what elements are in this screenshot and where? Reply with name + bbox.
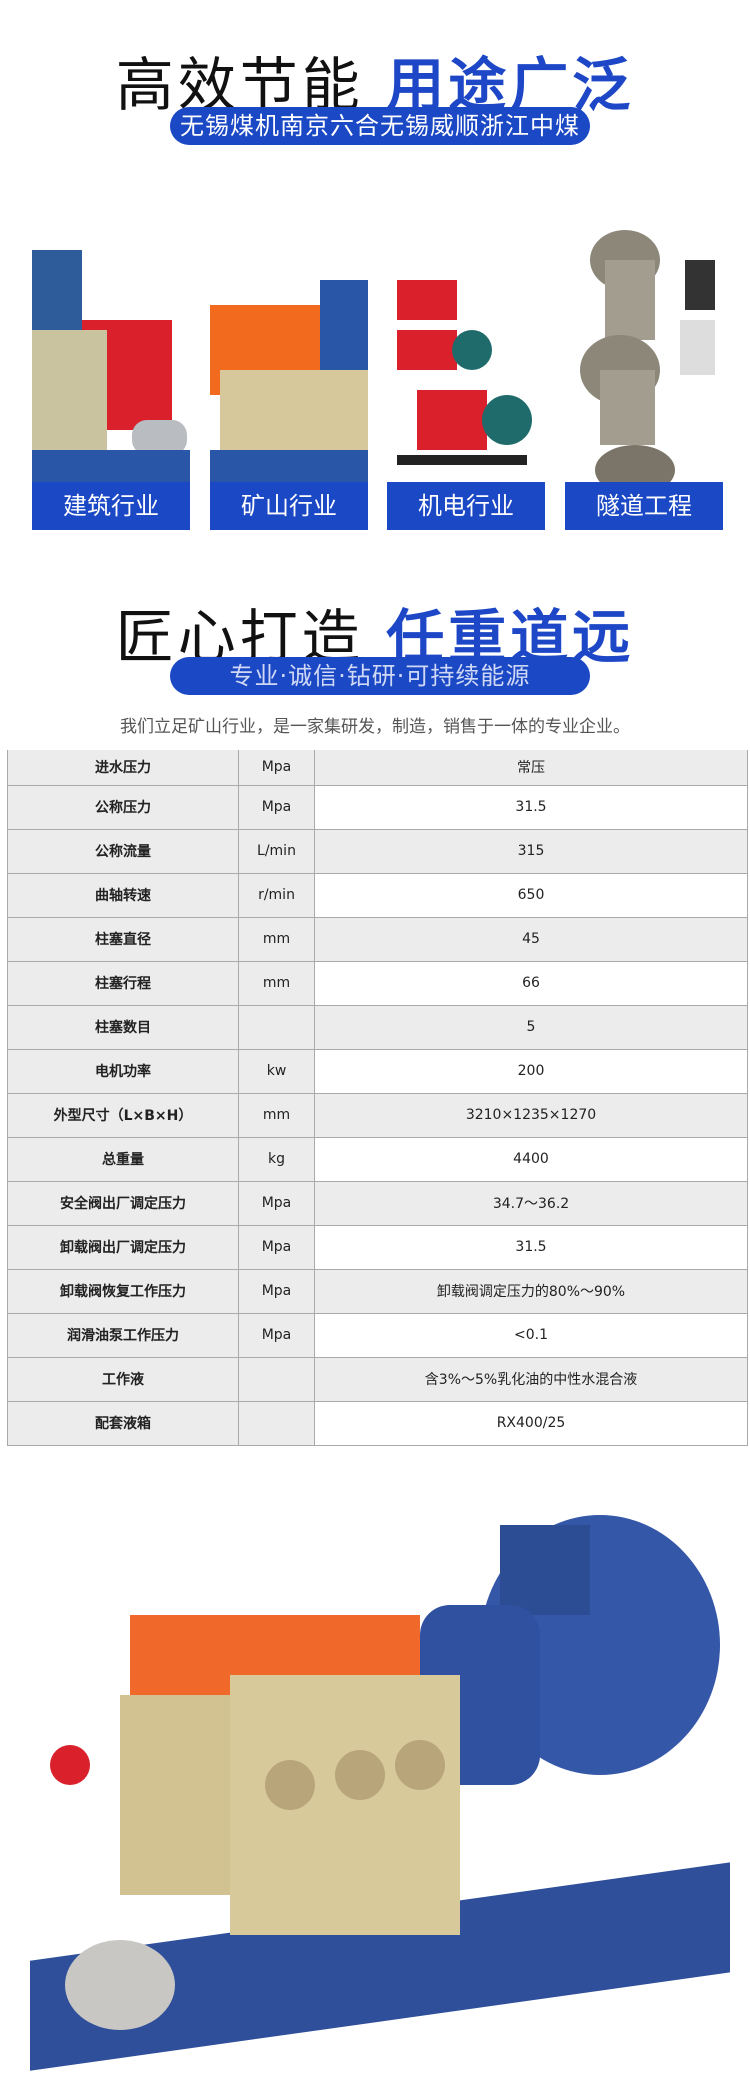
pump-product-image bbox=[30, 1515, 730, 2071]
spec-unit: Mpa bbox=[238, 1312, 315, 1358]
spec-unit: Mpa bbox=[238, 1180, 315, 1226]
spec-row: 曲轴转速 r/min 650 bbox=[7, 872, 748, 918]
spec-value: 650 bbox=[314, 872, 748, 918]
parts-image bbox=[580, 230, 715, 482]
pump-red-image bbox=[32, 250, 190, 482]
spec-unit bbox=[238, 1004, 315, 1050]
spec-value: 卸载阀调定压力的80%～90% bbox=[314, 1268, 748, 1314]
spec-name: 公称压力 bbox=[7, 784, 239, 830]
spec-row: 进水压力 Mpa 常压 bbox=[7, 750, 748, 786]
spec-value: RX400/25 bbox=[314, 1400, 748, 1446]
spec-unit: Mpa bbox=[238, 1224, 315, 1270]
spec-row: 总重量 kg 4400 bbox=[7, 1136, 748, 1182]
spec-table: 进水压力 Mpa 常压 公称压力 Mpa 31.5 公称流量 L/min 315 曲轴转速 r/mi… bbox=[7, 750, 748, 1446]
spec-unit: Mpa bbox=[238, 784, 315, 830]
category-label: 矿山行业 bbox=[210, 482, 368, 530]
spec-unit: Mpa bbox=[238, 750, 315, 786]
brands-pill: 无锡煤机南京六合无锡威顺浙江中煤 bbox=[170, 107, 590, 145]
spec-value: 31.5 bbox=[314, 784, 748, 830]
spec-value: 31.5 bbox=[314, 1224, 748, 1270]
spec-value: 5 bbox=[314, 1004, 748, 1050]
category-label: 机电行业 bbox=[387, 482, 545, 530]
category-card[interactable]: 机电行业 bbox=[387, 220, 545, 530]
spec-unit: mm bbox=[238, 1092, 315, 1138]
spec-name: 润滑油泵工作压力 bbox=[7, 1312, 239, 1358]
spec-unit: kw bbox=[238, 1048, 315, 1094]
spec-row: 公称流量 L/min 315 bbox=[7, 828, 748, 874]
spec-row: 配套液箱 RX400/25 bbox=[7, 1400, 748, 1446]
spec-name: 外型尺寸（L×B×H） bbox=[7, 1092, 239, 1138]
spec-value: <0.1 bbox=[314, 1312, 748, 1358]
spec-name: 卸载阀出厂调定压力 bbox=[7, 1224, 239, 1270]
intro-text: 我们立足矿山行业，是一家集研发，制造，销售于一体的专业企业。 bbox=[120, 717, 630, 737]
spec-unit: L/min bbox=[238, 828, 315, 874]
spec-value: 3210×1235×1270 bbox=[314, 1092, 748, 1138]
spec-unit bbox=[238, 1356, 315, 1402]
spec-row: 公称压力 Mpa 31.5 bbox=[7, 784, 748, 830]
spec-name: 总重量 bbox=[7, 1136, 239, 1182]
section1-title: 高效节能 用途广泛 bbox=[0, 38, 750, 122]
spec-value: 66 bbox=[314, 960, 748, 1006]
pump-group-image bbox=[397, 280, 532, 465]
spec-row: 柱塞数目 5 bbox=[7, 1004, 748, 1050]
spec-row: 安全阀出厂调定压力 Mpa 34.7～36.2 bbox=[7, 1180, 748, 1226]
category-label: 建筑行业 bbox=[32, 482, 190, 530]
spec-value: 常压 bbox=[314, 750, 748, 786]
spec-unit bbox=[238, 1400, 315, 1446]
spec-row: 外型尺寸（L×B×H） mm 3210×1235×1270 bbox=[7, 1092, 748, 1138]
spec-name: 柱塞数目 bbox=[7, 1004, 239, 1050]
spec-name: 进水压力 bbox=[7, 750, 239, 786]
category-card[interactable]: 矿山行业 bbox=[210, 220, 368, 530]
spec-value: 200 bbox=[314, 1048, 748, 1094]
spec-name: 卸载阀恢复工作压力 bbox=[7, 1268, 239, 1314]
spec-name: 柱塞直径 bbox=[7, 916, 239, 962]
spec-unit: mm bbox=[238, 960, 315, 1006]
spec-unit: mm bbox=[238, 916, 315, 962]
spec-value: 315 bbox=[314, 828, 748, 874]
spec-row: 卸载阀恢复工作压力 Mpa 卸载阀调定压力的80%～90% bbox=[7, 1268, 748, 1314]
pump-orange-image bbox=[210, 280, 368, 482]
spec-name: 工作液 bbox=[7, 1356, 239, 1402]
spec-row: 卸载阀出厂调定压力 Mpa 31.5 bbox=[7, 1224, 748, 1270]
spec-unit: r/min bbox=[238, 872, 315, 918]
category-card[interactable]: 隧道工程 bbox=[565, 220, 723, 530]
spec-unit: Mpa bbox=[238, 1268, 315, 1314]
category-card[interactable]: 建筑行业 bbox=[32, 220, 190, 530]
spec-value: 4400 bbox=[314, 1136, 748, 1182]
spec-row: 电机功率 kw 200 bbox=[7, 1048, 748, 1094]
spec-unit: kg bbox=[238, 1136, 315, 1182]
spec-row: 柱塞直径 mm 45 bbox=[7, 916, 748, 962]
spec-name: 安全阀出厂调定压力 bbox=[7, 1180, 239, 1226]
spec-value: 45 bbox=[314, 916, 748, 962]
spec-row: 工作液 含3%～5%乳化油的中性水混合液 bbox=[7, 1356, 748, 1402]
spec-row: 柱塞行程 mm 66 bbox=[7, 960, 748, 1006]
spec-name: 曲轴转速 bbox=[7, 872, 239, 918]
spec-name: 柱塞行程 bbox=[7, 960, 239, 1006]
spec-value: 34.7～36.2 bbox=[314, 1180, 748, 1226]
spec-name: 公称流量 bbox=[7, 828, 239, 874]
spec-name: 电机功率 bbox=[7, 1048, 239, 1094]
category-label: 隧道工程 bbox=[565, 482, 723, 530]
spec-row: 润滑油泵工作压力 Mpa <0.1 bbox=[7, 1312, 748, 1358]
spec-value: 含3%～5%乳化油的中性水混合液 bbox=[314, 1356, 748, 1402]
spec-name: 配套液箱 bbox=[7, 1400, 239, 1446]
values-pill: 专业·诚信·钻研·可持续能源 bbox=[170, 657, 590, 695]
